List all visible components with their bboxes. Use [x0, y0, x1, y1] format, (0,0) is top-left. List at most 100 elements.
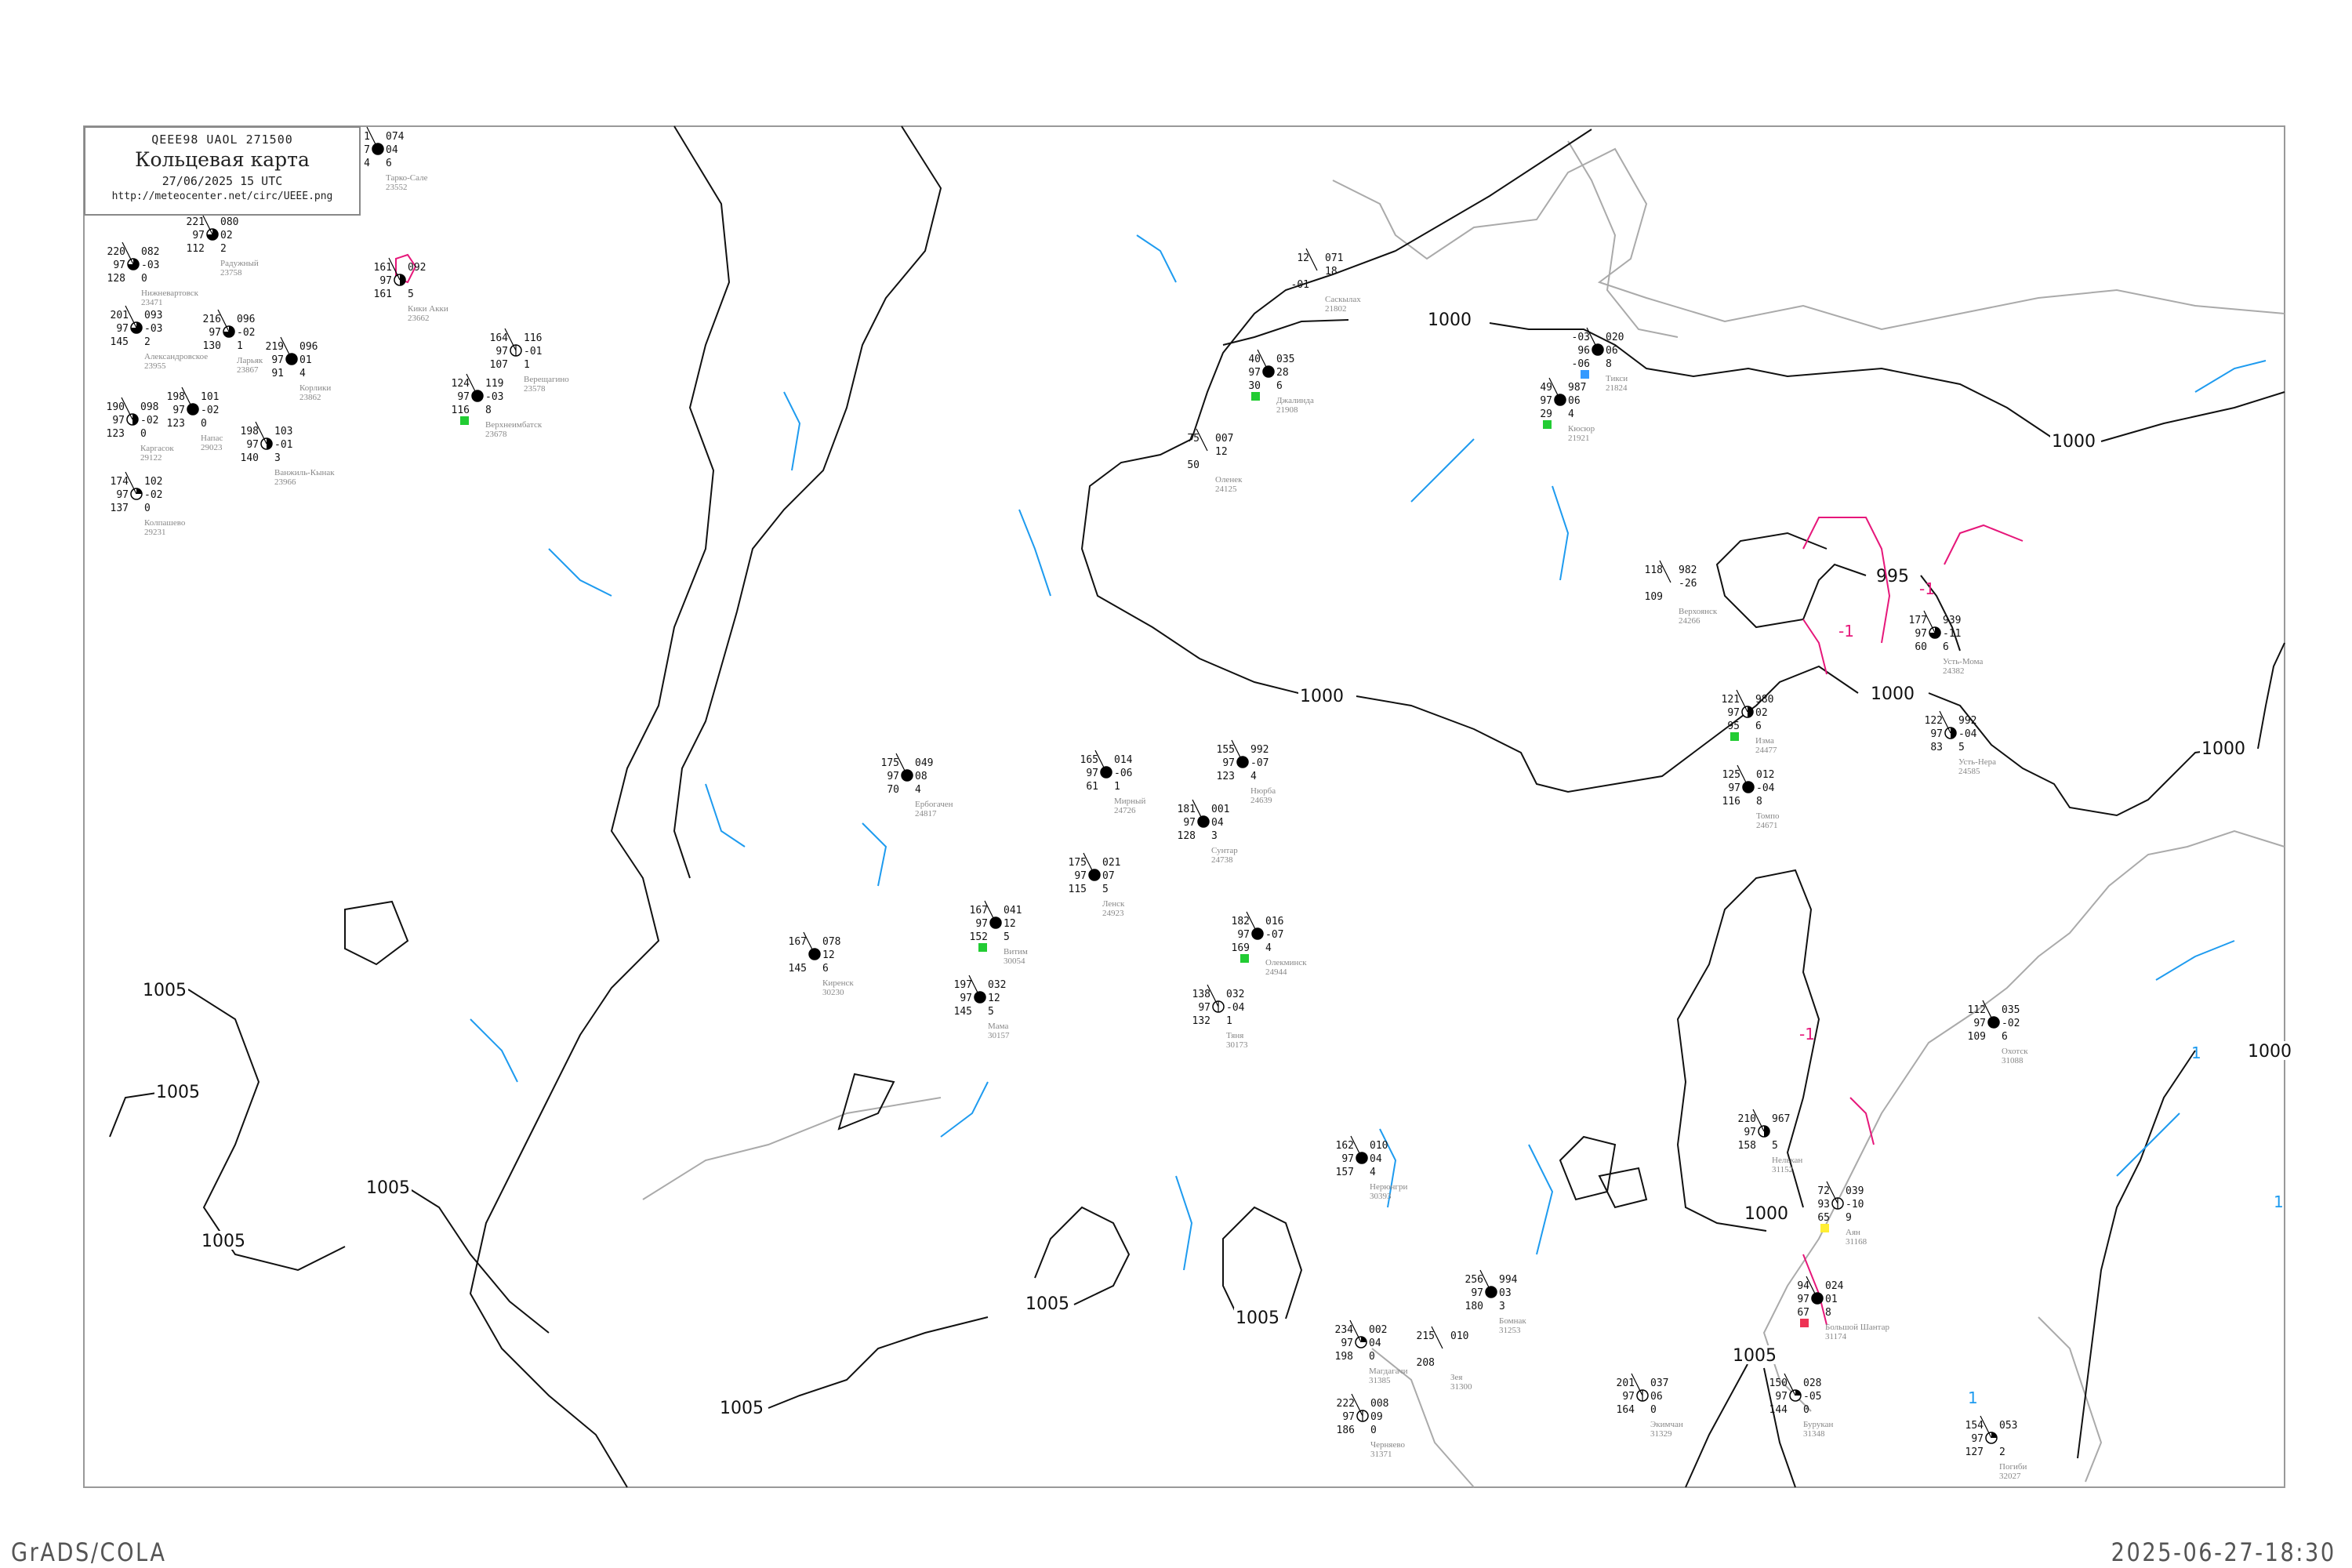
- render-timestamp: 2025-06-27-18:30: [2111, 1537, 2336, 1567]
- station-id: 29023: [201, 443, 223, 452]
- station-tendency: 18: [1325, 266, 1338, 278]
- station-temperature: 1: [364, 131, 370, 143]
- station-temperature: 219: [266, 341, 284, 353]
- station-cloud-amount: 4: [1568, 408, 1574, 420]
- station-cloud-amount: 3: [1499, 1301, 1505, 1312]
- station-pressure: 101: [201, 391, 219, 403]
- station-visibility: 97: [172, 405, 185, 416]
- station-tendency: 01: [1825, 1294, 1838, 1305]
- station-cloud-amount: 2: [1999, 1446, 2005, 1458]
- station-temperature: 164: [490, 332, 509, 344]
- station-dewpoint: 161: [374, 289, 392, 300]
- wind-barb-icon: [217, 309, 230, 332]
- station-pressure: 020: [1606, 332, 1624, 343]
- station-visibility: 97: [1797, 1294, 1809, 1305]
- weather-flag-marker: [1820, 1224, 1829, 1232]
- wind-barb-icon: [1351, 1393, 1363, 1417]
- station-visibility: 97: [1342, 1411, 1355, 1423]
- station-temperature: 221: [187, 216, 205, 228]
- station-temperature: 216: [203, 314, 221, 325]
- station-temperature: 197: [954, 979, 972, 991]
- wind-barb-icon: [1196, 428, 1208, 452]
- station-name: Нерюнгри: [1370, 1182, 1407, 1192]
- station-visibility: 97: [1915, 628, 1927, 640]
- station-visibility: 97: [1183, 817, 1196, 829]
- station-name: Олекминск: [1265, 958, 1307, 967]
- station-temperature: 122: [1925, 715, 1943, 727]
- station-pressure: 039: [1846, 1185, 1864, 1197]
- station-pressure: 987: [1568, 382, 1586, 394]
- station-cloud-amount: 6: [1755, 720, 1762, 732]
- wind-barb-icon: [1826, 1181, 1838, 1204]
- station-temperature: 215: [1417, 1330, 1435, 1342]
- wind-barb-icon: [1231, 739, 1243, 763]
- station-temperature: 234: [1335, 1324, 1354, 1336]
- station-id: 23966: [274, 477, 296, 487]
- station-pressure: 096: [299, 341, 318, 353]
- wind-barb-icon: [1246, 911, 1258, 935]
- station-dewpoint: 91: [271, 368, 284, 379]
- isobar-label: 1000: [2248, 1042, 2292, 1062]
- station-name: Верхоянск: [1679, 607, 1718, 616]
- station-pressure: 980: [1755, 694, 1773, 706]
- isobar-label: 1005: [201, 1232, 245, 1251]
- station-pressure: 007: [1215, 433, 1233, 445]
- station-name: Экимчан: [1650, 1420, 1683, 1429]
- station-id: 30393: [1370, 1192, 1392, 1201]
- station-visibility: 97: [246, 439, 259, 451]
- station-name: Тарко-Сале: [386, 173, 428, 183]
- station-id: 23471: [141, 298, 163, 307]
- source-url[interactable]: http://meteocenter.net/circ/UEEE.png: [111, 191, 333, 202]
- station-id: 24382: [1943, 666, 1965, 676]
- wind-barb-icon: [1806, 1276, 1818, 1299]
- station-id: 24585: [1958, 767, 1980, 776]
- station-visibility: 97: [1775, 1391, 1788, 1403]
- station-cloud-amount: 0: [1370, 1425, 1377, 1436]
